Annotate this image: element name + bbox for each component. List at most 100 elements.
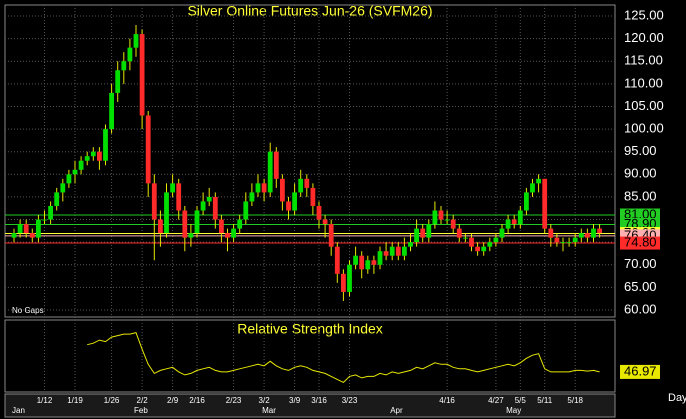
candle-body [97, 151, 102, 161]
level-label: 74.80 [624, 234, 657, 249]
x-tick-label: 3/2 [259, 396, 271, 405]
y-tick-label: 95.00 [624, 143, 657, 158]
candle-body [310, 187, 316, 206]
candle-body [29, 233, 35, 238]
y-tick-label: 105.00 [624, 98, 664, 113]
candle-body [158, 219, 163, 234]
candle-body [389, 246, 395, 256]
x-tick-label: 2/23 [226, 396, 242, 405]
x-tick-label: 3/9 [289, 396, 301, 405]
candle-body [585, 233, 590, 238]
candle-body [103, 129, 108, 161]
level-box [620, 236, 660, 250]
candle-body [334, 246, 340, 274]
month-label: Mar [262, 406, 276, 415]
rsi-panel [4, 319, 616, 393]
month-label: Feb [134, 406, 148, 415]
candle-body [188, 233, 194, 238]
candle-body [511, 219, 517, 225]
candle-body [237, 219, 243, 229]
candle-body [383, 251, 389, 256]
candle-body [17, 224, 23, 234]
candle-body [347, 264, 352, 292]
candle-body [219, 219, 224, 234]
candle-body [127, 47, 133, 62]
candle-body [505, 219, 511, 229]
x-tick-label: 4/27 [488, 396, 504, 405]
candle-body [206, 196, 212, 202]
candle-body [554, 237, 560, 243]
rsi-value-label: 46.97 [624, 363, 657, 378]
candle-body [371, 260, 377, 265]
month-label: Apr [390, 406, 403, 415]
candle-body [420, 228, 426, 238]
y-tick-label: 60.00 [624, 301, 657, 316]
note: No Gaps [12, 306, 44, 315]
x-unit: Day [668, 392, 686, 404]
rsi-title: Relative Strength Index [237, 321, 383, 337]
candle-body [560, 242, 566, 244]
candle-body [572, 237, 578, 243]
y-tick-label: 115.00 [624, 53, 663, 68]
candle-body [298, 178, 304, 193]
candle-body [60, 183, 66, 193]
candle-body [182, 210, 188, 238]
candle-body [578, 233, 584, 238]
x-tick-label: 5/18 [567, 396, 583, 405]
candle-body [365, 260, 371, 270]
candle-body [267, 151, 273, 193]
candle-body [249, 192, 255, 202]
x-tick-label: 2/2 [137, 396, 149, 405]
candle-body [72, 169, 78, 175]
candle-body [353, 255, 358, 265]
candle-body [530, 183, 535, 193]
candle-body [438, 210, 444, 220]
price-panel [4, 4, 616, 318]
candle-body [542, 178, 548, 229]
candle-body [304, 178, 310, 188]
candle-body [517, 210, 523, 225]
rsi-line [87, 332, 600, 384]
x-tick-label: 1/12 [37, 396, 53, 405]
candle-body [456, 228, 462, 238]
candle-body [78, 160, 84, 170]
candle-body [54, 192, 60, 206]
candle-body [84, 156, 90, 161]
candle-body [286, 201, 291, 211]
candle-body [402, 246, 407, 256]
candle-body [359, 255, 365, 270]
candle-body [200, 201, 206, 211]
candle-body [395, 246, 401, 256]
candle-body [133, 34, 139, 48]
candle-body [145, 115, 151, 184]
candle-body [487, 242, 493, 247]
x-tick-label: 2/16 [189, 396, 205, 405]
candle-body [280, 178, 285, 202]
x-tick-label: 3/16 [311, 396, 327, 405]
candle-body [450, 219, 456, 229]
candle-body [481, 246, 487, 252]
candle-body [591, 228, 596, 238]
candle-body [121, 61, 127, 71]
y-tick-label: 70.00 [624, 256, 657, 271]
month-label: Jan [12, 406, 25, 415]
candle-body [432, 210, 438, 225]
candle-body [322, 219, 328, 225]
level-label: 81.00 [624, 206, 657, 221]
candle-body [524, 192, 529, 211]
candle-body [225, 233, 230, 238]
candle-body [48, 205, 53, 220]
candle-body [377, 251, 383, 265]
candle-body [231, 228, 236, 238]
candle-body [499, 228, 505, 238]
x-tick-label: 5/11 [537, 396, 553, 405]
candle-body [261, 183, 267, 193]
candle-body [463, 237, 468, 239]
y-tick-label: 85.00 [624, 188, 657, 203]
rsi-value-box [620, 364, 660, 379]
candle-body [493, 237, 499, 243]
y-tick-label: 90.00 [624, 166, 657, 181]
candle-body [243, 201, 249, 220]
